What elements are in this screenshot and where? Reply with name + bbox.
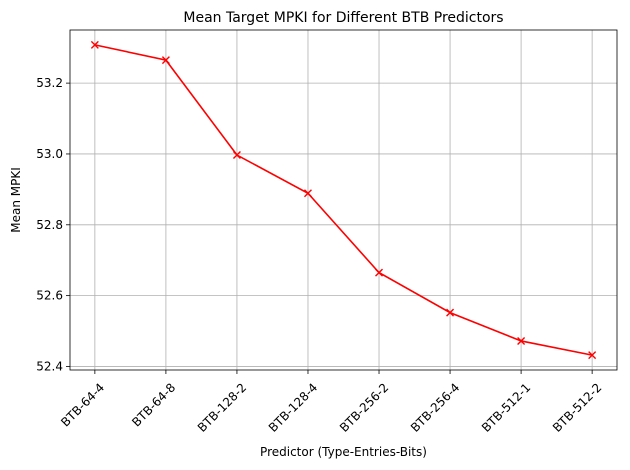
y-tick-label: 53.0 [36,147,63,161]
data-point-marker [232,151,241,160]
marker-stroke [446,308,455,317]
x-tick-label: BTB-64-8 [129,380,178,429]
data-point-marker [446,308,455,317]
x-tick-label: BTB-512-1 [479,380,533,434]
data-point-marker [90,40,99,49]
series-layer [90,40,597,360]
tick-labels: BTB-64-4 BTB-64-8 BTB-128-2 BTB-128-4 BTB-25… [36,76,604,435]
x-tick-label: BTB-256-2 [337,380,391,434]
data-point-marker [303,189,312,198]
marker-stroke [375,268,384,277]
axes-frame [69,29,618,371]
axes [66,29,618,374]
data-point-marker [588,351,597,360]
marker-stroke [232,151,241,160]
marker-stroke [161,56,170,65]
y-axis-title: Mean MPKI [9,167,23,233]
marker-stroke [517,336,526,345]
y-tick-label: 52.4 [36,359,63,373]
grid-lines [70,30,617,370]
x-tick-label: BTB-128-2 [195,380,249,434]
x-tick-label: BTB-64-4 [58,380,107,429]
marker-stroke [90,40,99,49]
series-line [94,44,593,356]
x-tick-label: BTB-128-4 [266,380,320,434]
y-tick-label: 52.6 [36,289,63,303]
marker-stroke [303,189,312,198]
y-tick-label: 52.8 [36,218,63,232]
x-tick-label: BTB-512-2 [550,380,604,434]
data-point-marker [517,336,526,345]
chart-title: Mean Target MPKI for Different BTB Predi… [183,10,503,26]
x-axis-title: Predictor (Type-Entries-Bits) [260,445,427,459]
data-point-marker [375,268,384,277]
marker-stroke [588,351,597,360]
x-tick-label: BTB-256-4 [408,380,462,434]
y-tick-label: 53.2 [36,76,63,90]
data-point-marker [161,56,170,65]
